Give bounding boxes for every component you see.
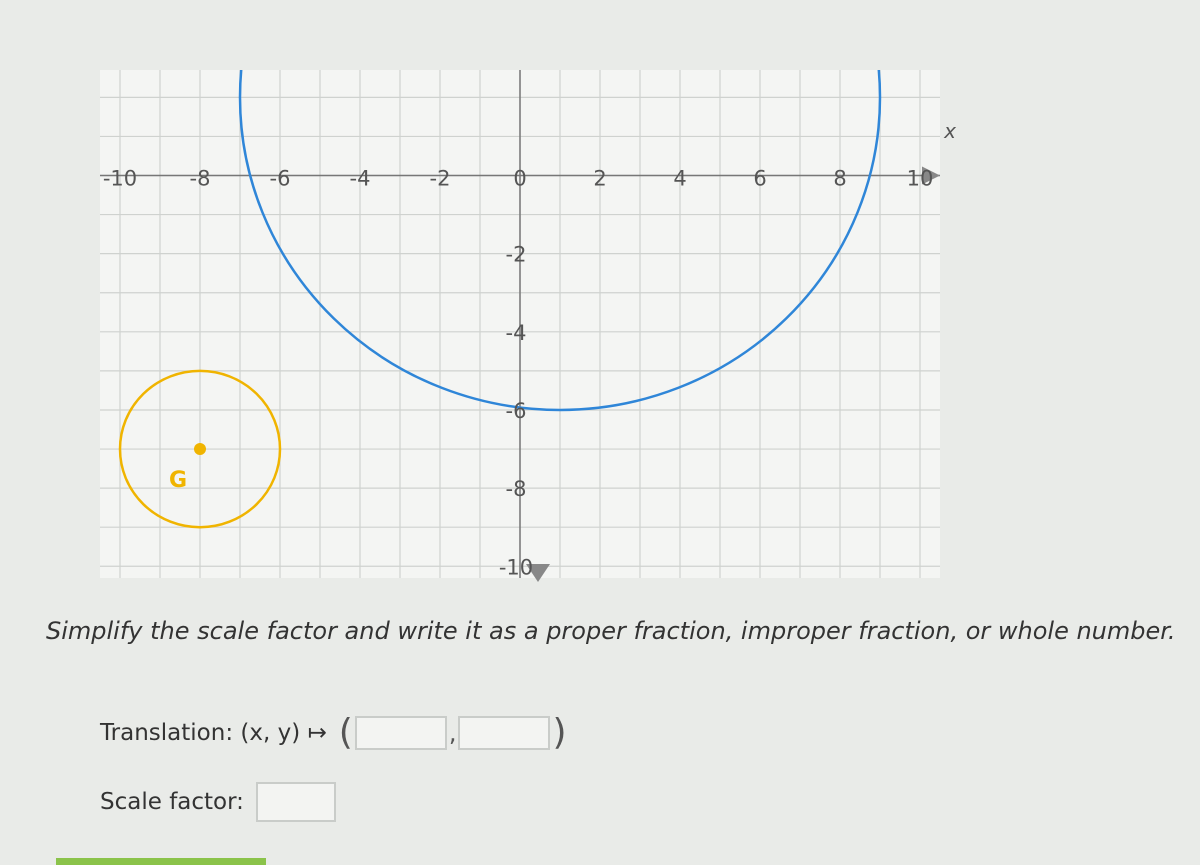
translation-row: Translation: (x, y) ↦ ( , ) — [100, 712, 569, 753]
scale-row: Scale factor: — [100, 782, 336, 822]
translation-label: Translation: (x, y) ↦ — [100, 719, 327, 746]
x-tick-label: 4 — [673, 167, 686, 191]
progress-bar — [56, 858, 266, 865]
scale-factor-input[interactable] — [255, 782, 336, 822]
x-tick-label: 6 — [753, 167, 766, 191]
x-tick-label: -2 — [430, 167, 451, 191]
x-tick-label: -8 — [190, 167, 211, 191]
instruction: Simplify the scale factor and write it a… — [46, 617, 1176, 645]
open-paren: ( — [338, 712, 353, 753]
x-tick-label: 8 — [833, 167, 846, 191]
x-tick-label: -10 — [103, 167, 137, 191]
circle — [118, 369, 282, 529]
y-tick-label: -10 — [499, 555, 533, 579]
y-tick-label: -2 — [506, 243, 527, 267]
x-tick-label: 10 — [907, 167, 934, 191]
y-axis-arrow — [526, 564, 550, 582]
x-tick-label: 2 — [593, 167, 606, 191]
separator: , — [448, 718, 457, 747]
x-tick-label: -4 — [350, 167, 371, 191]
coordinate-graph: -10 -8 -6 -4 -2 0 2 4 6 8 10 -2 -4 -6 -8 -10 x G — [100, 70, 956, 582]
x-tick-label: -6 — [270, 167, 291, 191]
scale-factor-label: Scale factor: — [100, 789, 244, 815]
close-paren: ) — [552, 712, 567, 753]
translation-y-input[interactable] — [458, 715, 551, 750]
y-tick-label: -4 — [506, 321, 527, 345]
center-point — [194, 443, 206, 456]
circle — [238, 70, 882, 412]
y-tick-label: -8 — [506, 477, 527, 501]
x-axis-label: x — [943, 119, 956, 143]
x-axis-arrow — [922, 166, 940, 185]
x-tick-label: 0 — [513, 167, 526, 191]
translation-x-input[interactable] — [354, 715, 447, 750]
circle-label: G — [169, 468, 187, 493]
y-tick-label: -6 — [506, 399, 527, 423]
